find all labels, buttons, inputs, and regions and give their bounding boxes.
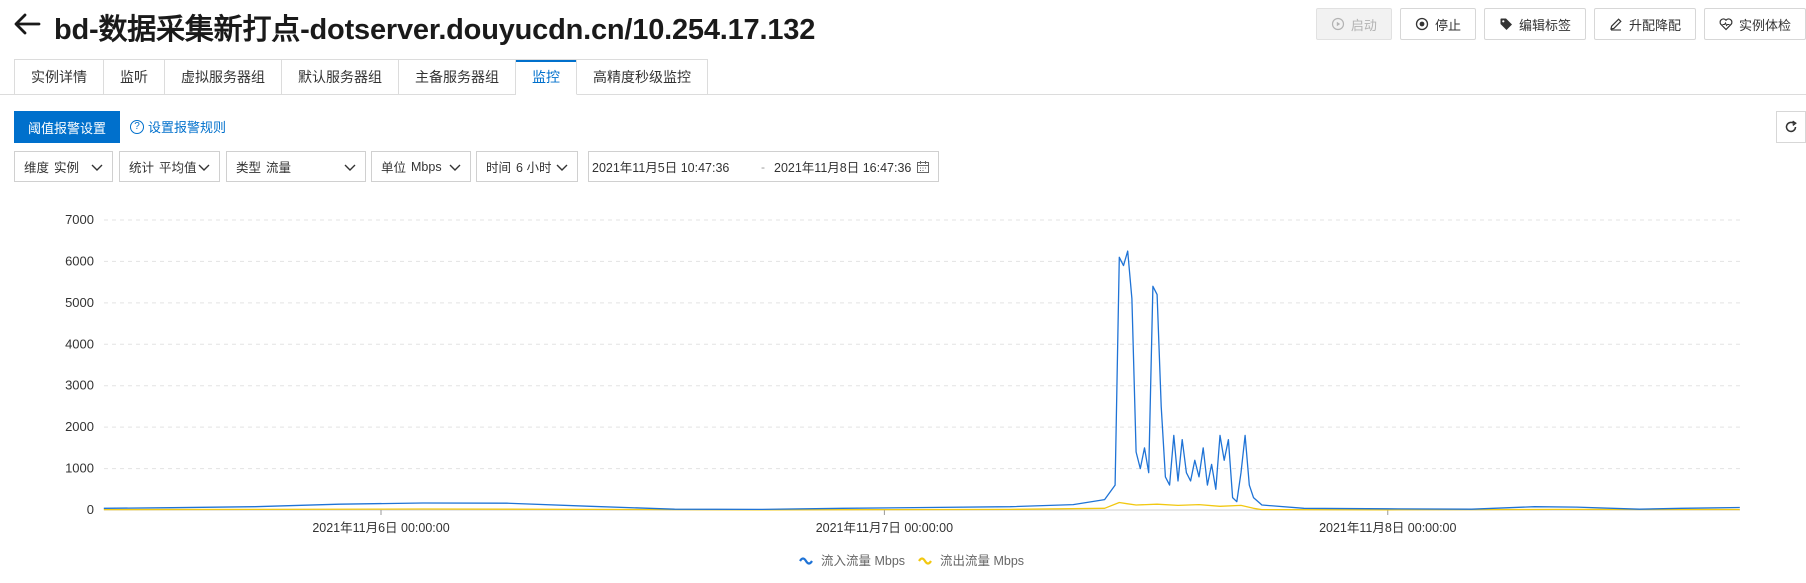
x-tick-label: 2021年11月6日 00:00:00 [312,521,449,535]
calendar-icon[interactable] [916,160,930,174]
chevron-down-icon [344,164,356,171]
stop-button-label: 停止 [1434,17,1461,33]
unit-select-label: 单位 [381,161,407,175]
page-title: bd-数据采集新打点-dotserver.douyucdn.cn/10.254.… [54,14,816,46]
threshold-alarm-button[interactable]: 阈值报警设置 [14,111,120,143]
tab-second-level-monitoring[interactable]: 高精度秒级监控 [577,59,708,95]
chevron-down-icon [556,164,568,171]
dimension-select[interactable]: 维度 实例 [14,151,113,182]
chevron-down-icon [449,164,461,171]
header-actions: 启动 停止 编辑标签 升配降配 实例体检 [1315,8,1806,40]
tab-default-server-group[interactable]: 默认服务器组 [282,59,399,95]
legend-swatch [918,557,932,565]
legend-label: 流出流量 Mbps [940,554,1024,568]
alarm-rules-link[interactable]: ? 设置报警规则 [130,117,226,136]
traffic-chart: 0 1000 2000 3000 4000 5000 6000 7000 2021年11月6日 … [0,205,1806,583]
health-check-button[interactable]: 实例体检 [1703,8,1806,40]
edit-tags-button[interactable]: 编辑标签 [1483,8,1586,40]
alarm-rules-link-label: 设置报警规则 [148,120,227,135]
heart-pulse-icon [1719,18,1733,31]
y-tick-label: 6000 [65,253,94,268]
start-button[interactable]: 启动 [1315,8,1392,40]
edit-tags-button-label: 编辑标签 [1518,17,1571,33]
date-range-picker[interactable]: 2021年11月5日 10:47:36 - 2021年11月8日 16:47:3… [588,151,939,182]
tab-vserver-groups[interactable]: 虚拟服务器组 [165,59,282,95]
tab-listeners[interactable]: 监听 [104,59,165,95]
play-circle-icon [1331,17,1345,31]
time-select-label: 时间 [486,161,512,175]
series-line [103,250,1740,511]
date-range-separator: - [761,159,765,174]
unit-select[interactable]: 单位 Mbps [371,151,471,182]
type-select-label: 类型 [236,161,262,175]
tab-monitoring[interactable]: 监控 [516,59,577,95]
y-tick-label: 2000 [65,419,94,434]
chevron-down-icon [91,164,103,171]
stop-button[interactable]: 停止 [1399,8,1476,40]
legend-swatch [799,557,813,565]
tab-bar: 实例详情 监听 虚拟服务器组 默认服务器组 主备服务器组 监控 高精度秒级监控 [14,59,708,95]
start-button-label: 启动 [1350,17,1377,33]
edit-icon [1610,18,1622,31]
chevron-down-icon [198,164,210,171]
tab-instance-details[interactable]: 实例详情 [14,59,104,95]
tag-icon [1500,18,1512,30]
date-range-start[interactable]: 2021年11月5日 10:47:36 [592,161,730,175]
unit-select-value: Mbps [411,159,442,174]
tab-master-slave-group[interactable]: 主备服务器组 [399,59,516,95]
date-range-end[interactable]: 2021年11月8日 16:47:36 [774,161,912,175]
health-check-button-label: 实例体检 [1738,17,1791,33]
series-line [103,501,1740,511]
change-spec-button-label: 升配降配 [1628,17,1681,33]
arrow-left-icon[interactable] [12,10,42,38]
change-spec-button[interactable]: 升配降配 [1593,8,1696,40]
stop-circle-icon [1415,17,1429,31]
question-circle-icon: ? [130,119,144,134]
time-select-value: 6 小时 [516,161,552,175]
y-tick-label: 4000 [65,336,94,351]
y-tick-label: 7000 [65,212,94,227]
time-select[interactable]: 时间 6 小时 [476,151,578,182]
y-tick-label: 3000 [65,378,94,393]
refresh-button[interactable] [1776,111,1806,143]
page-header: bd-数据采集新打点-dotserver.douyucdn.cn/10.254.… [0,0,1806,48]
dimension-select-value: 实例 [54,161,80,175]
x-tick-label: 2021年11月8日 00:00:00 [1319,521,1456,535]
y-tick-label: 0 [87,502,94,517]
legend-label: 流入流量 Mbps [821,554,905,568]
traffic-chart-svg: 0 1000 2000 3000 4000 5000 6000 7000 2021年11月6日 … [65,212,1740,568]
y-tick-label: 5000 [65,295,94,310]
type-select-value: 流量 [266,161,292,175]
dimension-select-label: 维度 [24,161,50,175]
statistic-select-value: 平均值 [159,161,197,175]
tabs-divider [0,94,1806,95]
statistic-select-label: 统计 [129,161,155,175]
type-select[interactable]: 类型 流量 [226,151,366,182]
statistic-select[interactable]: 统计 平均值 [119,151,220,182]
y-tick-label: 1000 [65,461,94,476]
refresh-icon [1785,120,1797,133]
x-tick-label: 2021年11月7日 00:00:00 [816,521,953,535]
